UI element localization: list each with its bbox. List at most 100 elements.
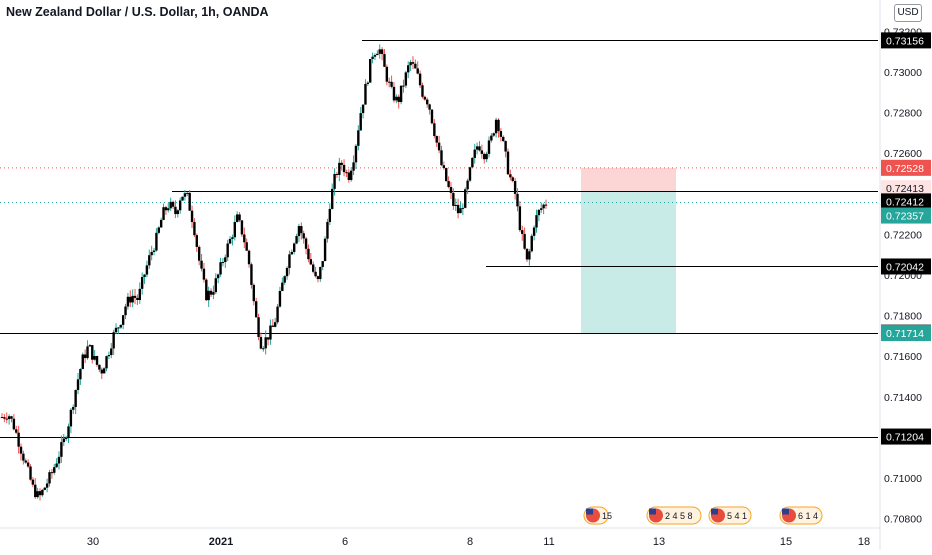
candle-body bbox=[340, 162, 343, 165]
time-tick-label: 11 bbox=[543, 536, 554, 548]
candle-body bbox=[407, 65, 410, 73]
candle-body bbox=[226, 243, 229, 258]
candle-body bbox=[88, 345, 92, 347]
price-tag bbox=[881, 207, 931, 224]
candle-body bbox=[544, 204, 548, 206]
candle-body bbox=[67, 426, 70, 439]
candle-body bbox=[216, 274, 220, 279]
candle-body bbox=[428, 104, 431, 110]
price-tag-label: 0.72413 bbox=[886, 183, 924, 195]
candle-body bbox=[390, 81, 393, 87]
candle-body bbox=[456, 204, 460, 214]
grid bbox=[0, 0, 881, 550]
event-marker[interactable]: 15 bbox=[583, 506, 612, 525]
candle-body bbox=[523, 233, 526, 249]
candle-body bbox=[487, 140, 491, 154]
candle-body bbox=[250, 264, 253, 285]
candle-body bbox=[38, 491, 42, 496]
candle-body bbox=[91, 345, 94, 360]
economic-events[interactable]: 15 2 4 5 8 5 4 1 6 1 4 bbox=[583, 506, 823, 525]
candle-body bbox=[513, 180, 517, 194]
price-axis[interactable]: 0.732000.730000.728000.726000.724000.722… bbox=[884, 26, 922, 525]
candle-body bbox=[359, 113, 362, 131]
candle-body bbox=[133, 295, 137, 298]
price-tick-label: 0.70800 bbox=[884, 514, 922, 526]
candle-body bbox=[224, 257, 227, 263]
candle-body bbox=[233, 221, 237, 238]
candle-body bbox=[323, 238, 327, 262]
candle-body bbox=[309, 259, 313, 265]
candle-body bbox=[511, 177, 514, 181]
price-tag bbox=[881, 193, 931, 210]
candle-body bbox=[342, 164, 346, 173]
candle-body bbox=[518, 206, 522, 231]
candle-body bbox=[83, 354, 87, 359]
candle-body bbox=[442, 165, 446, 169]
time-tick-label: 8 bbox=[467, 536, 473, 548]
candle-body bbox=[34, 484, 37, 498]
time-axis[interactable]: 30 2021 6 8 11 13 15 18 bbox=[87, 536, 870, 548]
event-marker[interactable]: 2 4 5 8 bbox=[646, 506, 702, 525]
candle-body bbox=[426, 99, 429, 105]
currency-button[interactable]: USD bbox=[894, 4, 922, 22]
candle-body bbox=[167, 208, 170, 211]
candle-body bbox=[17, 432, 20, 447]
candle-body bbox=[112, 332, 115, 349]
event-marker[interactable]: 5 4 1 bbox=[708, 506, 752, 525]
candle-body bbox=[93, 356, 96, 360]
candle-body bbox=[433, 123, 436, 137]
candle-body bbox=[461, 207, 465, 209]
candle-body bbox=[197, 246, 201, 261]
candle-body bbox=[271, 325, 275, 327]
candle-body bbox=[276, 306, 279, 323]
candle-body bbox=[15, 429, 18, 433]
candle-body bbox=[45, 483, 49, 488]
candle-body bbox=[86, 346, 89, 359]
candle-body bbox=[416, 68, 419, 74]
level-price-tag bbox=[881, 258, 931, 275]
candle-body bbox=[421, 85, 424, 97]
candle-body bbox=[119, 324, 122, 328]
candle-body bbox=[3, 417, 6, 419]
candle-body bbox=[314, 271, 317, 277]
candle-body bbox=[145, 265, 149, 275]
candle-body bbox=[188, 192, 191, 211]
candle-body bbox=[243, 234, 246, 243]
candle-body bbox=[281, 282, 284, 292]
price-tick-label: 0.71400 bbox=[884, 392, 922, 404]
flag-canton bbox=[586, 508, 593, 515]
candle-body bbox=[43, 487, 46, 490]
candle-body bbox=[19, 446, 23, 454]
time-tick-label: 30 bbox=[87, 536, 99, 548]
candle-body bbox=[454, 204, 457, 206]
candle-body bbox=[190, 210, 194, 223]
candle-body bbox=[48, 472, 51, 484]
candle-body bbox=[50, 472, 54, 474]
price-tags: 0.731560.720420.717160.712040.725280.724… bbox=[881, 32, 931, 445]
candle-body bbox=[468, 167, 472, 181]
candle-body bbox=[238, 214, 241, 221]
candle-body bbox=[364, 83, 367, 105]
candle-body bbox=[193, 222, 196, 236]
candle-body bbox=[0, 417, 4, 419]
candle-body bbox=[107, 355, 111, 357]
candle-body bbox=[302, 233, 305, 239]
level-price-tag-label: 0.71204 bbox=[886, 432, 924, 444]
level-price-tag bbox=[881, 428, 931, 445]
event-label: 15 bbox=[602, 511, 612, 521]
price-tag-label: 0.72528 bbox=[886, 163, 924, 175]
candle-body bbox=[497, 119, 500, 132]
candle-body bbox=[292, 243, 296, 252]
candle-body bbox=[321, 261, 324, 267]
candle-body bbox=[138, 288, 141, 300]
candle-body bbox=[100, 369, 103, 374]
candle-body bbox=[411, 62, 415, 64]
candle-body bbox=[117, 327, 120, 329]
candle-body bbox=[532, 227, 536, 236]
event-marker[interactable]: 6 1 4 bbox=[779, 506, 823, 525]
candle-body bbox=[333, 173, 336, 189]
candle-body bbox=[72, 406, 75, 410]
candle-body bbox=[231, 237, 234, 239]
